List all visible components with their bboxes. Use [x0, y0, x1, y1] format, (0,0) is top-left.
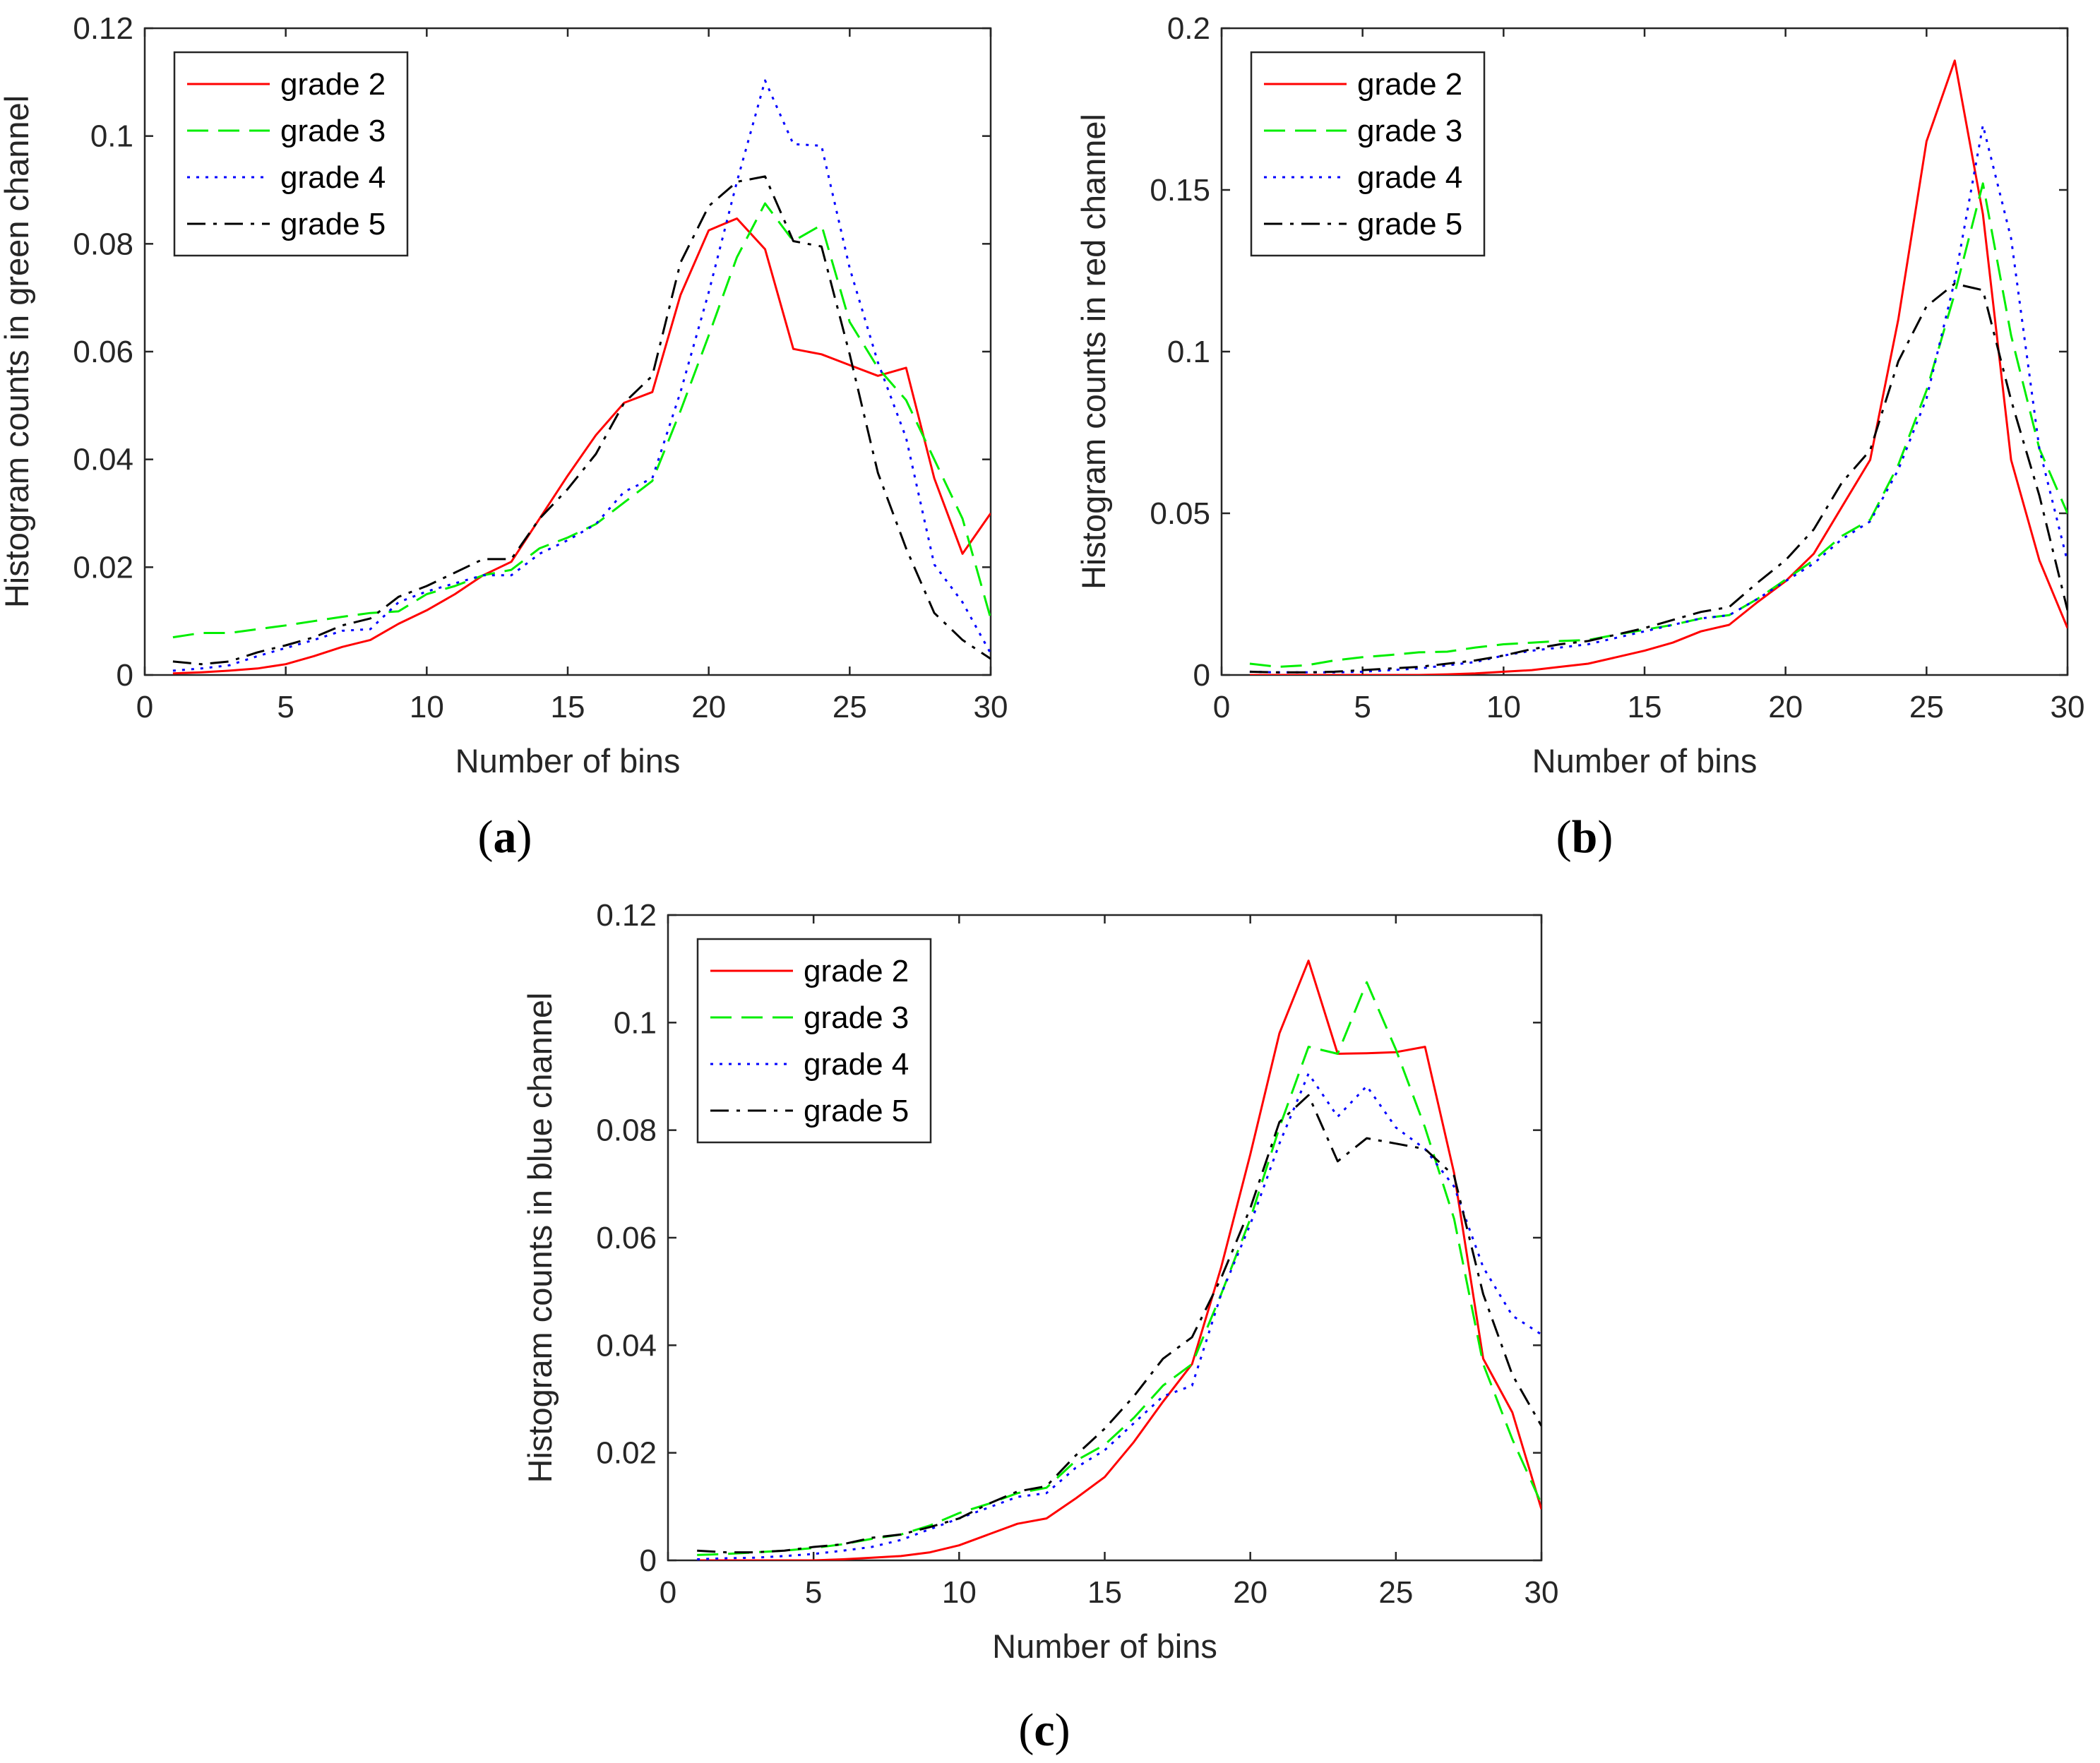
- panel-b-chart: 0 5 10 15 20 25 30 0 0.05 0.1 0.15 0.2 Number of bin…: [1075, 11, 2084, 779]
- panel-c-series-grade-4: [697, 1072, 1541, 1560]
- panel-b-caption-letter: b: [1572, 811, 1598, 863]
- panel-c-legend-label-grade-2: grade 2: [804, 954, 909, 988]
- panel-c-y-tick-label: 0: [640, 1543, 657, 1578]
- panel-c-legend-label-grade-3: grade 3: [804, 1000, 909, 1035]
- panel-c-x-axis-label: Number of bins: [992, 1627, 1217, 1665]
- panel-b-caption-close: ): [1597, 811, 1613, 863]
- panel-a-legend-label-grade-2: grade 2: [280, 67, 386, 102]
- panel-a-legend: grade 2 grade 3 grade 4 grade 5: [173, 51, 409, 257]
- panel-b-plot-area: [1249, 59, 2068, 675]
- panel-b-y-axis-label: Histogram counts in red channel: [1075, 114, 1112, 590]
- panel-a-x-tick-label: 15: [551, 690, 585, 724]
- panel-a-x-tick-label: 30: [974, 690, 1008, 724]
- panel-c-caption: (c): [1018, 1704, 1070, 1756]
- panel-a-x-tick-label: 20: [691, 690, 726, 724]
- panel-a-caption-letter: a: [494, 811, 517, 863]
- panel-a-y-axis-label: Histogram counts in green channel: [0, 95, 35, 608]
- panel-b-legend: grade 2 grade 3 grade 4 grade 5: [1250, 51, 1486, 257]
- panel-c-y-tick-label: 0.04: [596, 1328, 657, 1363]
- panel-b-y-tick-label: 0.05: [1150, 496, 1210, 531]
- panel-b-x-axis-label: Number of bins: [1532, 742, 1758, 779]
- panel-a-chart: 0 5 10 15 20 25 30 0 0.02 0.04 0.06 0.08 0.1 0.12 Numb…: [0, 11, 1008, 779]
- panel-a-caption-close: ): [517, 811, 532, 863]
- panel-b-x-tick-label: 20: [1768, 690, 1803, 724]
- panel-a-x-tick-label: 10: [410, 690, 444, 724]
- panel-b-x-tick-label: 5: [1354, 690, 1371, 724]
- panel-c-series-grade-2: [697, 960, 1541, 1560]
- panel-c-legend-label-grade-4: grade 4: [804, 1047, 909, 1082]
- panel-c-x-tick-label: 0: [660, 1575, 676, 1610]
- panel-a-y-tick-label: 0.12: [73, 11, 133, 46]
- panel-a-y-tick-label: 0: [117, 658, 133, 693]
- panel-a-legend-label-grade-3: grade 3: [280, 114, 386, 148]
- panel-c-y-axis-label: Histogram counts in blue channel: [521, 993, 559, 1483]
- panel-a-x-axis-label: Number of bins: [455, 742, 681, 779]
- panel-c-y-tick-label: 0.08: [596, 1113, 657, 1148]
- panel-c-y-tick-label: 0.1: [614, 1005, 657, 1040]
- panel-b-series-grade-5: [1249, 282, 2068, 674]
- panel-c-plot-area: [697, 960, 1541, 1560]
- panel-c-x-tick-label: 30: [1525, 1575, 1559, 1610]
- panel-c-x-tick-label: 5: [805, 1575, 822, 1610]
- panel-a-x-tick-label: 0: [136, 690, 153, 724]
- panel-a-legend-box: [173, 51, 409, 257]
- panel-a-legend-label-grade-4: grade 4: [280, 160, 386, 195]
- panel-c-caption-close: ): [1055, 1704, 1070, 1756]
- panel-b-legend-label-grade-4: grade 4: [1357, 160, 1462, 195]
- panel-a-series-grade-4: [172, 79, 991, 672]
- panel-a-series-grade-3: [172, 202, 991, 639]
- panel-b-legend-label-grade-5: grade 5: [1357, 207, 1462, 241]
- panel-a-x-tick-label: 25: [833, 690, 867, 724]
- panel-c-x-tick-label: 15: [1087, 1575, 1122, 1610]
- panel-c-caption-letter: c: [1034, 1704, 1054, 1756]
- panel-b-series-grade-2: [1249, 59, 2068, 675]
- panel-a-caption: (a): [478, 811, 532, 863]
- panel-a-y-tick-label: 0.04: [73, 443, 133, 477]
- panel-b-x-tick-label: 30: [2051, 690, 2085, 724]
- panel-b-x-tick-label: 0: [1213, 690, 1230, 724]
- panel-c-series-grade-5: [697, 1094, 1541, 1554]
- panel-b-y-tick-label: 0.2: [1167, 11, 1210, 46]
- panel-b-caption-open: (: [1556, 811, 1572, 863]
- panel-a-series-grade-5: [172, 175, 991, 666]
- panel-c-x-tick-label: 25: [1378, 1575, 1413, 1610]
- panel-c-legend: grade 2 grade 3 grade 4 grade 5: [696, 938, 932, 1144]
- panel-b-x-tick-label: 25: [1909, 690, 1944, 724]
- panel-b-legend-box: [1250, 51, 1486, 257]
- panel-c-caption-open: (: [1018, 1704, 1034, 1756]
- panel-a-y-tick-label: 0.02: [73, 550, 133, 585]
- panel-a-legend-label-grade-5: grade 5: [280, 207, 386, 241]
- panel-b-series-grade-3: [1249, 182, 2068, 668]
- panel-b-y-tick-label: 0.15: [1150, 173, 1210, 208]
- panel-a-x-tick-label: 5: [277, 690, 294, 724]
- panel-c-y-tick-label: 0.06: [596, 1221, 657, 1255]
- panel-b-series-grade-4: [1249, 124, 2068, 674]
- panel-c-chart: 0 5 10 15 20 25 30 0 0.02 0.04 0.06 0.08 0.1 0.12 Numb…: [521, 898, 1558, 1665]
- panel-a-y-tick-label: 0.08: [73, 227, 133, 261]
- panel-a-series-grade-2: [172, 217, 991, 675]
- panel-a-caption-open: (: [478, 811, 494, 863]
- panel-c-legend-label-grade-5: grade 5: [804, 1094, 909, 1128]
- panel-b-legend-label-grade-3: grade 3: [1357, 114, 1462, 148]
- panel-a-y-tick-label: 0.1: [90, 119, 133, 154]
- panel-b-legend-label-grade-2: grade 2: [1357, 67, 1462, 102]
- panel-c-y-tick-label: 0.02: [596, 1436, 657, 1471]
- panel-b-y-tick-label: 0: [1193, 658, 1210, 693]
- panel-c-y-tick-label: 0.12: [596, 898, 657, 933]
- panel-b-y-tick-label: 0.1: [1167, 335, 1210, 369]
- panel-c-legend-box: [696, 938, 932, 1144]
- panel-c-x-tick-label: 10: [942, 1575, 977, 1610]
- panel-a-plot-area: [172, 79, 991, 675]
- panel-b-caption: (b): [1556, 811, 1613, 863]
- panel-b-x-tick-label: 10: [1486, 690, 1521, 724]
- panel-a-y-tick-label: 0.06: [73, 335, 133, 369]
- panel-b-x-tick-label: 15: [1628, 690, 1662, 724]
- panel-c-x-tick-label: 20: [1233, 1575, 1267, 1610]
